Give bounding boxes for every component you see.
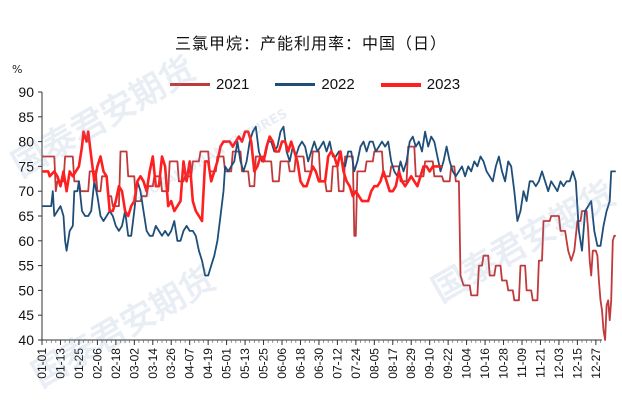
x-tick-label: 06-30 [312, 348, 326, 379]
legend-swatch-2022 [275, 83, 316, 86]
legend-item-2022: 2022 [275, 76, 355, 93]
series-line-2021 [42, 145, 616, 341]
y-tick-label: 50 [18, 282, 34, 298]
legend-label-2022: 2022 [321, 76, 355, 93]
y-tick-label: 85 [18, 109, 34, 125]
legend-item-2021: 2021 [170, 76, 249, 93]
legend-item-2023: 2023 [380, 76, 461, 93]
legend-label-2021: 2021 [216, 76, 250, 93]
series-line-2022 [42, 125, 616, 277]
x-tick-label: 04-07 [183, 348, 197, 379]
y-tick-label: 45 [18, 307, 34, 323]
x-tick-label: 01-01 [35, 348, 49, 379]
x-tick-label: 05-13 [238, 348, 252, 379]
x-tick-label: 08-17 [386, 348, 400, 379]
x-tick-label: 03-02 [127, 348, 141, 379]
y-tick-label: 55 [18, 258, 34, 274]
series-line-2023 [42, 130, 442, 223]
legend-label-2023: 2023 [426, 76, 461, 93]
y-tick-label: 70 [18, 183, 34, 199]
x-tick-label: 11-21 [533, 348, 547, 378]
x-tick-label: 11-09 [515, 348, 529, 378]
x-tick-label: 06-18 [293, 348, 307, 379]
x-tick-label: 04-19 [201, 348, 215, 379]
x-tick-label: 12-15 [570, 348, 584, 379]
legend-swatch-2021 [170, 83, 210, 86]
x-tick-label: 12-27 [589, 348, 603, 379]
x-tick-label: 10-04 [460, 348, 474, 379]
x-tick-label: 10-28 [497, 348, 511, 379]
x-tick-label: 01-25 [72, 348, 86, 379]
x-tick-label: 08-05 [367, 348, 381, 379]
x-tick-label: 06-06 [275, 348, 289, 379]
x-tick-label: 08-29 [404, 348, 418, 379]
y-tick-label: 65 [18, 208, 34, 224]
y-tick-label: 90 [18, 84, 34, 100]
y-axis-unit: % [12, 63, 23, 76]
x-tick-label: 05-25 [257, 348, 271, 379]
x-tick-label: 05-01 [220, 348, 234, 379]
x-tick-label: 07-12 [330, 348, 344, 379]
x-tick-label: 09-10 [423, 348, 437, 379]
x-tick-label: 10-16 [478, 348, 492, 379]
legend: 2021 2022 2023 [170, 76, 460, 93]
x-tick-label: 02-06 [90, 348, 104, 379]
chart-title: 三氯甲烷：产能利用率：中国（日） [174, 34, 447, 53]
y-tick-label: 80 [18, 134, 34, 150]
y-tick-label: 40 [18, 332, 34, 348]
x-tick-label: 07-24 [349, 348, 363, 379]
x-tick-label: 09-22 [441, 348, 455, 379]
legend-swatch-2023 [380, 82, 421, 87]
y-tick-label: 60 [18, 233, 34, 249]
x-tick-label: 03-26 [164, 348, 178, 379]
y-tick-label: 75 [18, 158, 34, 174]
x-tick-label: 03-14 [146, 348, 160, 379]
x-tick-label: 01-13 [53, 348, 67, 379]
x-tick-label: 12-03 [552, 348, 566, 379]
x-tick-label: 02-18 [109, 348, 123, 379]
